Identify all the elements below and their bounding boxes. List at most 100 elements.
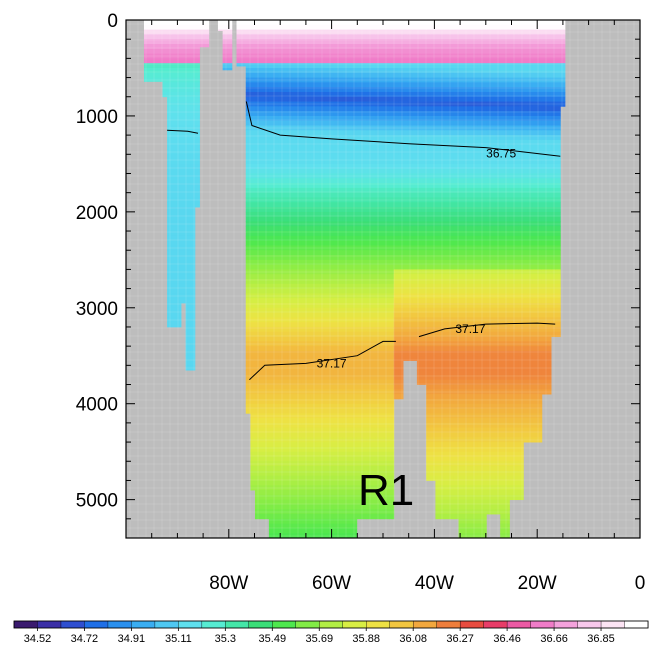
heatmap-cell — [412, 163, 418, 170]
heatmap-cell — [421, 63, 427, 69]
heatmap-cell — [255, 43, 261, 50]
heatmap-cell — [185, 63, 191, 69]
heatmap-cell — [296, 480, 302, 486]
heatmap-cell — [278, 514, 284, 520]
heatmap-cell — [204, 34, 210, 40]
heatmap-cell — [310, 178, 316, 184]
heatmap-cell — [296, 159, 302, 165]
heatmap-cell — [435, 432, 441, 438]
heatmap-cell — [287, 475, 293, 481]
heatmap-cell — [375, 53, 381, 59]
heatmap-cell — [310, 288, 316, 294]
heatmap-cell — [338, 350, 344, 357]
heatmap-cell — [421, 207, 427, 213]
heatmap-cell — [398, 264, 404, 270]
heatmap-cell — [333, 442, 339, 448]
heatmap-cell — [287, 490, 293, 496]
heatmap-cell — [324, 346, 330, 352]
heatmap-cell — [264, 63, 270, 69]
heatmap-cell — [282, 398, 288, 405]
heatmap-cell — [167, 216, 173, 222]
heatmap-cell — [204, 39, 210, 45]
heatmap-cell — [305, 53, 311, 59]
heatmap-cell — [176, 58, 182, 64]
heatmap-cell — [324, 187, 330, 194]
heatmap-cell — [222, 34, 228, 40]
heatmap-cell — [278, 48, 284, 54]
heatmap-cell — [356, 24, 362, 30]
heatmap-cell — [250, 48, 256, 54]
heatmap-cell — [366, 87, 372, 93]
heatmap-cell — [282, 240, 288, 246]
heatmap-cell — [347, 302, 353, 309]
heatmap-cell — [361, 485, 367, 491]
heatmap-cell — [245, 125, 251, 131]
heatmap-cell — [356, 418, 362, 424]
heatmap-cell — [185, 39, 191, 45]
heatmap-cell — [435, 221, 441, 227]
heatmap-cell — [292, 422, 298, 429]
heatmap-cell — [185, 159, 191, 165]
heatmap-cell — [273, 96, 279, 102]
heatmap-cell — [245, 77, 251, 83]
heatmap-cell — [361, 264, 367, 270]
heatmap-cell — [426, 365, 432, 371]
heatmap-cell — [273, 418, 279, 424]
heatmap-cell — [403, 34, 409, 40]
heatmap-cell — [278, 111, 284, 117]
heatmap-cell — [393, 183, 399, 189]
heatmap-cell — [278, 255, 284, 261]
heatmap-cell — [370, 139, 376, 146]
heatmap-cell — [324, 389, 330, 395]
heatmap-cell — [310, 226, 316, 232]
heatmap-cell — [389, 389, 395, 395]
heatmap-cell — [361, 235, 367, 242]
heatmap-cell — [412, 20, 418, 26]
heatmap-cell — [342, 413, 348, 419]
heatmap-cell — [407, 63, 413, 69]
heatmap-cell — [407, 197, 413, 203]
heatmap-cell — [264, 485, 270, 491]
heatmap-cell — [384, 326, 390, 333]
heatmap-cell — [305, 106, 311, 112]
heatmap-cell — [305, 427, 311, 433]
heatmap-cell — [375, 255, 381, 261]
heatmap-cell — [310, 283, 316, 289]
heatmap-cell — [370, 20, 376, 26]
heatmap-cell — [305, 322, 311, 328]
heatmap-cell — [296, 216, 302, 222]
heatmap-cell — [185, 350, 191, 357]
heatmap-cell — [319, 82, 325, 88]
heatmap-cell — [412, 259, 418, 266]
heatmap-cell — [426, 187, 432, 194]
heatmap-cell — [393, 106, 399, 112]
heatmap-cell — [185, 48, 191, 54]
heatmap-cell — [264, 446, 270, 453]
heatmap-cell — [403, 115, 409, 122]
heatmap-cell — [315, 293, 321, 299]
heatmap-cell — [273, 470, 279, 477]
heatmap-cell — [356, 413, 362, 419]
heatmap-cell — [379, 226, 385, 232]
heatmap-cell — [194, 43, 200, 50]
heatmap-cell — [440, 418, 446, 424]
heatmap-cell — [342, 533, 348, 539]
heatmap-cell — [259, 480, 265, 486]
heatmap-cell — [181, 250, 187, 256]
heatmap-cell — [268, 264, 274, 270]
heatmap-cell — [315, 96, 321, 102]
heatmap-cell — [250, 106, 256, 112]
heatmap-cell — [347, 279, 353, 285]
heatmap-cell — [356, 384, 362, 390]
heatmap-cell — [440, 293, 446, 299]
heatmap-cell — [426, 226, 432, 232]
heatmap-cell — [352, 480, 358, 486]
heatmap-cell — [292, 475, 298, 481]
heatmap-cell — [338, 192, 344, 198]
heatmap-cell — [379, 461, 385, 467]
heatmap-cell — [412, 168, 418, 174]
heatmap-cell — [440, 24, 446, 30]
heatmap-cell — [296, 446, 302, 453]
heatmap-cell — [347, 336, 353, 342]
heatmap-cell — [352, 250, 358, 256]
